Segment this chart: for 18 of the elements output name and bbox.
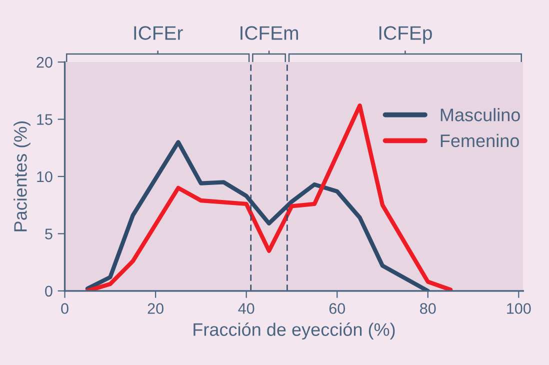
x-tick-label: 40 bbox=[238, 303, 254, 314]
x-tick-label: 60 bbox=[329, 303, 346, 314]
y-tick-label: 0 bbox=[45, 286, 52, 297]
band-label: ICFEp bbox=[379, 26, 432, 44]
x-tick-label: 0 bbox=[61, 303, 68, 314]
y-axis-title: Pacientes (%) bbox=[14, 121, 30, 232]
y-tick-label: 20 bbox=[36, 56, 52, 68]
legend-label: Femenino bbox=[440, 134, 519, 148]
y-tick-label: 5 bbox=[45, 228, 52, 240]
legend-label: Masculino bbox=[440, 108, 520, 122]
x-tick-label: 80 bbox=[420, 303, 436, 314]
x-axis-title: Fracción de eyección (%) bbox=[194, 322, 395, 340]
x-tick-label: 20 bbox=[148, 303, 164, 314]
band-label: ICFEm bbox=[240, 26, 298, 40]
band-label: ICFEr bbox=[134, 26, 183, 40]
x-tick-label: 100 bbox=[507, 303, 531, 314]
y-tick-label: 10 bbox=[37, 171, 52, 182]
y-tick-label: 15 bbox=[37, 114, 52, 125]
